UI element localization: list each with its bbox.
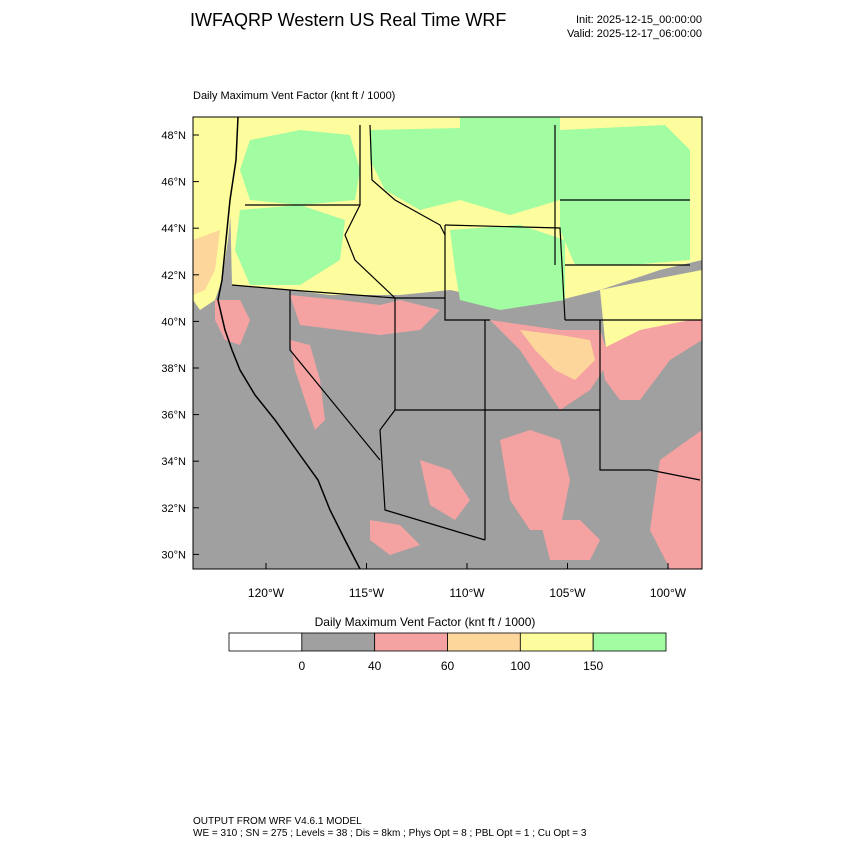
- colorbar: 0 40 60 100 150: [228, 632, 667, 673]
- red-arizona-rim: [420, 460, 470, 520]
- colorbar-title: Daily Maximum Vent Factor (knt ft / 1000…: [314, 615, 536, 629]
- state-borders: [231, 124, 702, 541]
- lat-label: 46°N: [161, 177, 186, 189]
- lon-label: 120°W: [248, 586, 285, 600]
- red-texas-south: [540, 520, 600, 560]
- lat-label: 32°N: [161, 503, 186, 515]
- lon-label: 100°W: [650, 586, 687, 600]
- colorbar-swatch: [447, 632, 521, 652]
- colorbar-tick-label: 150: [583, 659, 603, 673]
- lon-label: 105°W: [549, 586, 586, 600]
- colorbar-tick-label: 0: [298, 659, 305, 673]
- red-sierra: [290, 340, 325, 430]
- red-new-mexico: [500, 430, 570, 530]
- colorbar-swatch: [374, 632, 448, 652]
- footer-settings-line: WE = 310 ; SN = 275 ; Levels = 38 ; Dis …: [193, 828, 587, 839]
- red-great-basin-north: [290, 295, 440, 335]
- colorbar-tick-label: 40: [368, 659, 382, 673]
- red-baja-strip: [370, 520, 420, 555]
- lat-label: 30°N: [161, 549, 186, 561]
- lat-label: 48°N: [161, 130, 186, 142]
- map-plot-area: [193, 117, 702, 569]
- map-frame: [192, 116, 703, 570]
- lat-label: 34°N: [161, 456, 186, 468]
- page-title: IWFAQRP Western US Real Time WRF: [190, 10, 507, 30]
- latitude-axis: 48°N 46°N 44°N 42°N 40°N 38°N 36°N 34°N 32°N 30°N: [161, 130, 199, 561]
- nw-orange-band: [193, 230, 220, 295]
- red-nor-cal: [215, 300, 250, 345]
- lat-label: 36°N: [161, 410, 186, 422]
- lon-label: 110°W: [449, 586, 485, 600]
- lat-label: 42°N: [161, 270, 186, 282]
- green-dakotas: [560, 125, 690, 265]
- colorbar-tick-label: 100: [510, 659, 530, 673]
- colorbar-swatch: [301, 632, 376, 652]
- lat-label: 40°N: [161, 316, 186, 328]
- init-time: Init: 2025-12-15_00:00:00: [576, 14, 702, 26]
- red-plains: [600, 320, 702, 400]
- colorbar-swatch: [228, 632, 303, 652]
- green-oregon: [235, 205, 345, 285]
- green-canada-strip: [460, 117, 560, 130]
- west-coastline: [217, 117, 361, 569]
- colorbar-tick-label: 60: [441, 659, 455, 673]
- colorbar-swatch: [519, 632, 594, 652]
- lon-label: 115°W: [349, 586, 385, 600]
- footer-model-line: OUTPUT FROM WRF V4.6.1 MODEL: [193, 816, 362, 827]
- valid-time: Valid: 2025-12-17_06:00:00: [567, 28, 702, 40]
- red-east-texas: [650, 430, 702, 569]
- green-montana: [370, 128, 560, 215]
- longitude-axis: 120°W 115°W 110°W 105°W 100°W: [248, 563, 687, 600]
- colorbar-swatch: [592, 632, 667, 652]
- orange-colorado: [520, 330, 595, 380]
- green-wyoming: [450, 225, 565, 310]
- lat-label: 38°N: [161, 363, 186, 375]
- lat-label: 44°N: [161, 223, 186, 235]
- green-washington: [240, 130, 360, 205]
- map-subtitle: Daily Maximum Vent Factor (knt ft / 1000…: [193, 90, 396, 102]
